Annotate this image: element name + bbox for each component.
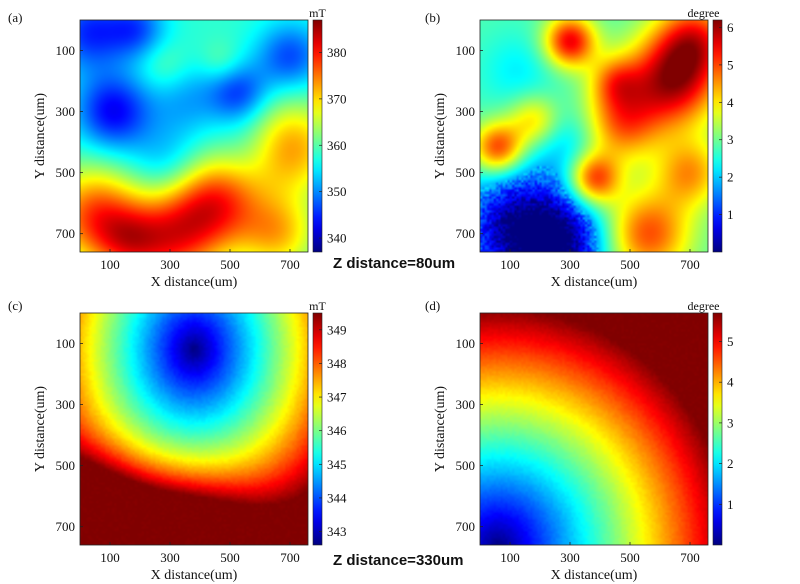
- y-axis-label: Y distance(um): [33, 386, 48, 473]
- x-tick-label: 100: [100, 550, 120, 565]
- x-tick-label: 300: [560, 550, 580, 565]
- x-tick-label: 100: [500, 550, 520, 565]
- heatmap-image: [80, 20, 308, 252]
- heatmap-image: [480, 20, 708, 252]
- colorbar-tick-label: 347: [327, 390, 347, 405]
- plot-frame: [479, 312, 709, 546]
- panels: 100 300 500 700 100 300 500 700 X distance(um) Y …: [8, 6, 734, 583]
- x-axis-label: X distance(um): [551, 275, 638, 290]
- x-tick-label: 300: [160, 550, 180, 565]
- x-tick-label: 700: [280, 550, 300, 565]
- panel-c: 100 300 500 700 100 300 500 700 X distance(um) Y …: [8, 298, 347, 583]
- y-tick-label: 700: [56, 519, 76, 534]
- colorbar: [312, 19, 323, 253]
- colorbar-tick-label: 3: [727, 132, 734, 147]
- y-tick-label: 500: [456, 165, 476, 180]
- colorbar-tick-label: 2: [727, 456, 734, 471]
- plot-frame: [479, 19, 709, 253]
- z-label-bottom: Z distance=330um: [333, 552, 463, 569]
- x-tick-label: 500: [220, 257, 240, 272]
- x-tick-label: 700: [680, 257, 700, 272]
- y-tick-label: 300: [456, 104, 476, 119]
- colorbar-tick-label: 348: [327, 356, 347, 371]
- x-tick-label: 500: [620, 257, 640, 272]
- x-axis-label: X distance(um): [151, 568, 238, 583]
- panel-label: (c): [8, 298, 22, 313]
- colorbar-tick-label: 6: [727, 20, 734, 35]
- colorbar-unit: degree: [688, 6, 720, 20]
- x-axis-label: X distance(um): [551, 568, 638, 583]
- x-axis-label: X distance(um): [151, 275, 238, 290]
- colorbar-tick-label: 370: [327, 91, 347, 106]
- y-tick-label: 500: [456, 458, 476, 473]
- y-tick-label: 500: [56, 458, 76, 473]
- colorbar: [712, 19, 723, 253]
- y-tick-label: 700: [456, 519, 476, 534]
- y-tick-label: 100: [456, 43, 476, 58]
- colorbar-unit: degree: [688, 299, 720, 313]
- y-tick-label: 100: [456, 336, 476, 351]
- colorbar: [312, 312, 323, 546]
- colorbar-tick-label: 1: [727, 497, 734, 512]
- colorbar-tick-label: 340: [327, 231, 347, 246]
- colorbar-tick-label: 3: [727, 415, 734, 430]
- colorbar: [712, 312, 723, 546]
- colorbar-tick-label: 5: [727, 334, 734, 349]
- panel-label: (b): [425, 10, 440, 25]
- colorbar-tick-label: 4: [727, 375, 734, 390]
- panel-b: 100 300 500 700 100 300 500 700 X distance(um) Y …: [425, 6, 734, 290]
- x-tick-label: 100: [500, 257, 520, 272]
- z-label-top: Z distance=80um: [333, 255, 455, 272]
- colorbar-tick-label: 1: [727, 207, 734, 222]
- heatmap-image: [480, 313, 708, 545]
- y-tick-label: 500: [56, 165, 76, 180]
- y-tick-label: 100: [56, 336, 76, 351]
- heatmap-image: [80, 313, 308, 545]
- panel-label: (d): [425, 298, 440, 313]
- colorbar-tick-label: 346: [327, 423, 347, 438]
- colorbar-unit: mT: [309, 299, 326, 313]
- plot-frame: [79, 19, 309, 253]
- x-tick-label: 300: [160, 257, 180, 272]
- y-tick-label: 100: [56, 43, 76, 58]
- y-axis-label: Y distance(um): [433, 386, 448, 473]
- colorbar-tick-label: 349: [327, 322, 347, 337]
- colorbar-tick-label: 343: [327, 524, 347, 539]
- colorbar-tick-label: 350: [327, 184, 347, 199]
- y-tick-label: 300: [456, 397, 476, 412]
- colorbar-unit: mT: [309, 6, 326, 20]
- plot-frame: [79, 312, 309, 546]
- y-tick-label: 300: [56, 397, 76, 412]
- y-tick-label: 700: [56, 226, 76, 241]
- y-tick-label: 300: [56, 104, 76, 119]
- panel-a: 100 300 500 700 100 300 500 700 X distance(um) Y …: [8, 6, 347, 290]
- colorbar-tick-label: 344: [327, 490, 347, 505]
- x-tick-label: 700: [680, 550, 700, 565]
- x-tick-label: 500: [620, 550, 640, 565]
- y-axis-label: Y distance(um): [433, 93, 448, 180]
- x-tick-label: 700: [280, 257, 300, 272]
- y-tick-label: 700: [456, 226, 476, 241]
- y-axis-label: Y distance(um): [33, 93, 48, 180]
- colorbar-tick-label: 2: [727, 170, 734, 185]
- panel-label: (a): [8, 10, 22, 25]
- x-tick-label: 100: [100, 257, 120, 272]
- colorbar-tick-label: 4: [727, 95, 734, 110]
- colorbar-tick-label: 345: [327, 457, 347, 472]
- x-tick-label: 300: [560, 257, 580, 272]
- x-tick-label: 500: [220, 550, 240, 565]
- colorbar-tick-label: 380: [327, 45, 347, 60]
- panel-d: 100 300 500 700 100 300 500 700 X distance(um) Y …: [425, 298, 734, 583]
- colorbar-tick-label: 5: [727, 57, 734, 72]
- colorbar-tick-label: 360: [327, 138, 347, 153]
